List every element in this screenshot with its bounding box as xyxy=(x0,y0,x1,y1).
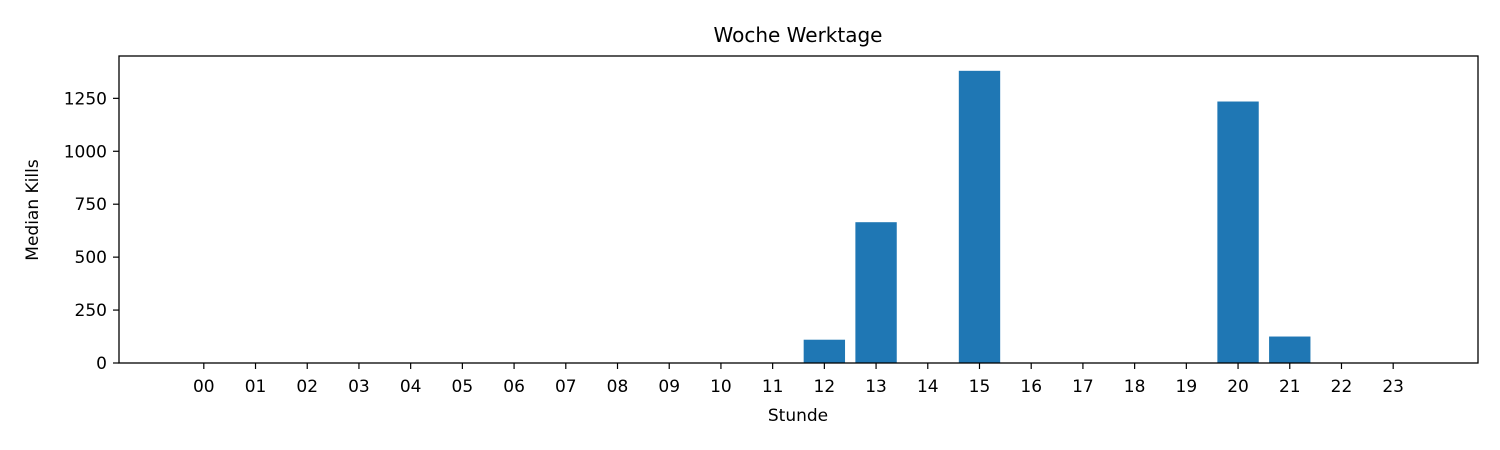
x-tick-label: 01 xyxy=(245,377,267,397)
x-tick-label: 13 xyxy=(865,377,887,397)
bar-13 xyxy=(855,222,897,363)
x-tick-label: 08 xyxy=(607,377,629,397)
x-tick-label: 06 xyxy=(503,377,525,397)
x-tick-label: 02 xyxy=(296,377,318,397)
y-axis-label: Median Kills xyxy=(23,159,43,261)
x-tick-label: 22 xyxy=(1331,377,1353,397)
y-tick-label: 500 xyxy=(75,248,107,268)
x-tick-label: 10 xyxy=(710,377,732,397)
x-tick-label: 09 xyxy=(658,377,680,397)
bars-group xyxy=(803,70,1311,364)
x-tick-label: 05 xyxy=(452,377,474,397)
x-tick-label: 14 xyxy=(917,377,939,397)
x-axis-label: Stunde xyxy=(768,406,828,426)
x-tick-label: 04 xyxy=(400,377,422,397)
bar-20 xyxy=(1217,101,1259,364)
bar-12 xyxy=(803,339,846,363)
x-tick-label: 20 xyxy=(1227,377,1249,397)
bar-21 xyxy=(1269,336,1311,363)
y-tick-label: 250 xyxy=(75,301,107,321)
plot-frame xyxy=(118,55,1479,364)
x-tick-label: 12 xyxy=(814,377,836,397)
x-tick-label: 18 xyxy=(1124,377,1146,397)
x-tick-label: 21 xyxy=(1279,377,1301,397)
bar-15 xyxy=(958,70,1001,363)
y-tick-label: 750 xyxy=(75,195,107,215)
x-tick-label: 16 xyxy=(1020,377,1042,397)
y-axis-ticks: 0 250 500 750 1000 1250 xyxy=(64,89,119,374)
x-tick-label: 15 xyxy=(969,377,991,397)
x-tick-label: 17 xyxy=(1072,377,1094,397)
x-axis-ticks: 00 01 02 03 04 05 06 07 08 09 10 11 12 13 14 15 16 17 18 19… xyxy=(193,363,1404,397)
x-tick-label: 19 xyxy=(1176,377,1198,397)
x-tick-label: 07 xyxy=(555,377,577,397)
y-tick-label: 1250 xyxy=(64,89,107,109)
y-tick-label: 0 xyxy=(96,354,107,374)
y-tick-label: 1000 xyxy=(64,142,107,162)
x-tick-label: 11 xyxy=(762,377,784,397)
x-tick-label: 23 xyxy=(1382,377,1404,397)
x-tick-label: 00 xyxy=(193,377,215,397)
chart-title: Woche Werktage xyxy=(714,23,883,47)
x-tick-label: 03 xyxy=(348,377,370,397)
